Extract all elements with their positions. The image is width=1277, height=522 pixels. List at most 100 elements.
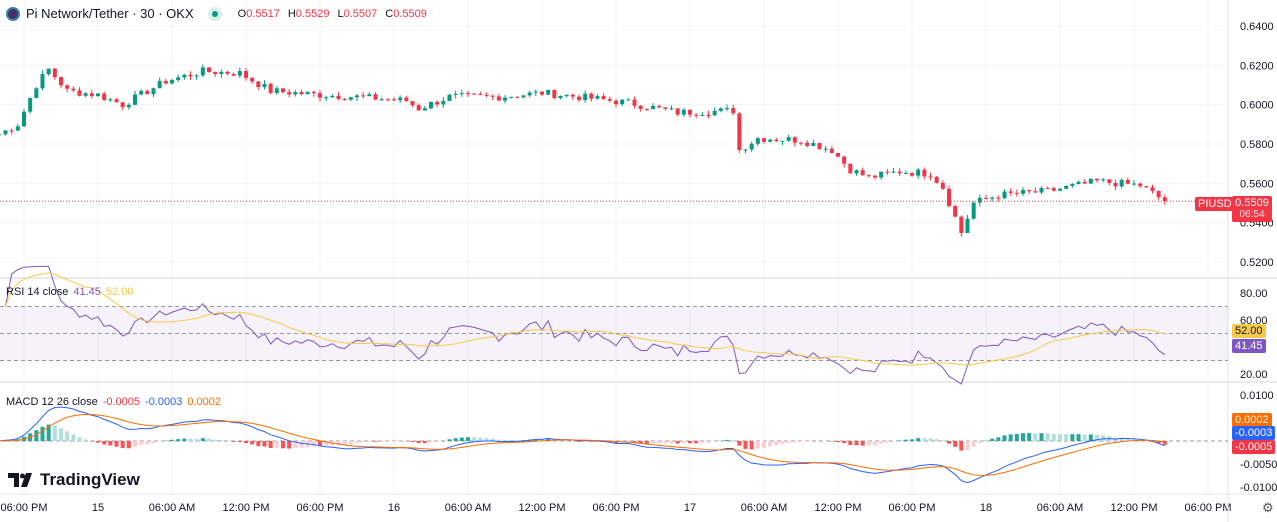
- candle: [1051, 188, 1056, 191]
- macd-histogram-bar: [1051, 433, 1056, 441]
- macd-histogram-bar: [965, 441, 970, 451]
- macd-histogram-bar: [866, 441, 871, 446]
- candle: [1039, 188, 1044, 193]
- macd-histogram-bar: [774, 441, 779, 446]
- candle: [953, 206, 958, 217]
- settings-gear-icon[interactable]: ⚙: [1262, 500, 1274, 515]
- ohlc-values: O0.5517 H0.5529 L0.5507 C0.5509: [237, 7, 427, 20]
- macd-histogram-bar: [77, 437, 82, 441]
- candle: [583, 93, 588, 101]
- time-label: 06:00 PM: [592, 502, 639, 514]
- macd-histogram-bar: [34, 430, 39, 441]
- macd-histogram-bar: [392, 441, 396, 442]
- candle: [478, 93, 483, 95]
- candle: [459, 93, 464, 95]
- bar-countdown: 06:54: [1239, 209, 1265, 220]
- candle: [823, 148, 828, 150]
- candle: [490, 95, 495, 97]
- macd-histogram-bar: [268, 441, 273, 449]
- candle: [725, 108, 729, 110]
- candle: [496, 96, 501, 101]
- price-tick: 0.5200: [1240, 257, 1274, 269]
- macd-histogram-bar: [731, 440, 736, 441]
- tradingview-logo[interactable]: TradingView: [8, 470, 140, 490]
- candle: [0, 134, 2, 136]
- candle: [527, 92, 532, 96]
- candle: [805, 142, 810, 146]
- candle: [392, 99, 396, 101]
- macd-histogram-bar: [848, 441, 853, 446]
- candle: [385, 99, 390, 101]
- macd-histogram-bar: [638, 441, 643, 444]
- time-label: 06:00 PM: [888, 502, 935, 514]
- candle: [22, 111, 26, 127]
- candle: [379, 99, 384, 101]
- macd-line: [0, 406, 1166, 484]
- candle: [712, 110, 717, 116]
- candle: [1064, 185, 1069, 189]
- candle: [472, 93, 477, 95]
- candle: [281, 88, 285, 93]
- candle: [1119, 179, 1124, 187]
- candle: [355, 95, 359, 98]
- candle: [762, 138, 766, 142]
- candle: [866, 175, 871, 177]
- candle: [768, 139, 773, 142]
- macd-histogram-bar: [108, 441, 113, 446]
- candle: [916, 169, 921, 176]
- macd-histogram-bar: [336, 441, 341, 446]
- macd-histogram-bar: [1064, 434, 1069, 441]
- macd-histogram-bar: [1021, 433, 1025, 441]
- candle: [503, 97, 507, 101]
- macd-histogram-bar: [533, 439, 538, 441]
- symbol-title[interactable]: Pi Network/Tether · 30 · OKX: [26, 6, 194, 21]
- macd-histogram-bar: [725, 439, 729, 441]
- macd-histogram-bar: [435, 441, 440, 442]
- time-label: 06:00 AM: [1037, 502, 1083, 514]
- time-label: 12:00 PM: [1110, 502, 1157, 514]
- candle: [170, 80, 174, 84]
- candle: [1033, 191, 1038, 193]
- last-price-tag: 0.5509 06:54: [1232, 196, 1272, 222]
- candle: [46, 68, 51, 75]
- macd-histogram-bar: [151, 441, 156, 444]
- candle: [774, 139, 779, 142]
- candle: [860, 170, 865, 176]
- candle: [780, 140, 785, 142]
- candle: [688, 109, 692, 115]
- macd-histogram-bar: [749, 441, 754, 450]
- macd-histogram-bar: [971, 441, 976, 447]
- macd-histogram-bar: [1119, 437, 1124, 441]
- macd-label[interactable]: MACD 12 26 close: [6, 396, 98, 408]
- macd-histogram-bar: [626, 441, 631, 443]
- macd-histogram-bar: [274, 441, 279, 449]
- macd-histogram-bar: [231, 441, 236, 442]
- time-label: 15: [92, 502, 104, 514]
- macd-histogram-bar: [1076, 434, 1081, 441]
- candle: [799, 142, 803, 144]
- macd-histogram-bar: [422, 441, 427, 444]
- macd-histogram-bar: [854, 441, 859, 446]
- macd-histogram-bar: [1070, 434, 1075, 441]
- macd-histogram-bar: [1027, 433, 1032, 441]
- candle: [644, 108, 649, 110]
- candle: [842, 156, 847, 164]
- macd-histogram-bar: [743, 441, 748, 449]
- macd-histogram-bar: [959, 441, 964, 451]
- candle: [40, 74, 45, 89]
- candle: [1021, 189, 1025, 194]
- candle: [120, 102, 125, 108]
- candle: [182, 74, 187, 78]
- candle: [305, 91, 310, 95]
- candle: [515, 96, 520, 98]
- rsi-label[interactable]: RSI 14 close: [6, 286, 69, 298]
- candle: [743, 149, 748, 151]
- candle: [348, 97, 353, 100]
- macd-signal-value: 0.0002: [187, 396, 221, 408]
- candle: [133, 94, 137, 105]
- candle: [28, 98, 33, 112]
- macd-histogram-bar: [410, 441, 415, 442]
- macd-histogram-bar: [367, 441, 372, 442]
- candle: [533, 91, 538, 93]
